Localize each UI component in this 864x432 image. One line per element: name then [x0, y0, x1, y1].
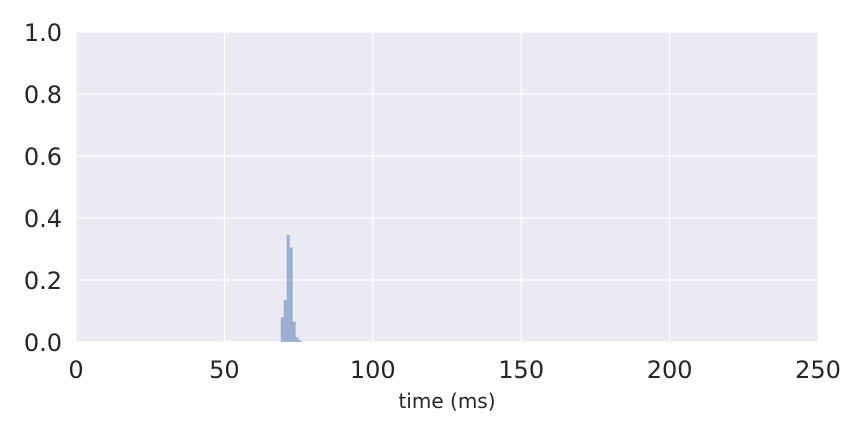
histogram-bar — [280, 317, 284, 342]
x-tick-label: 100 — [350, 356, 396, 384]
plot-area — [76, 32, 818, 342]
x-tick-label: 250 — [795, 356, 841, 384]
y-tick-label: 0.2 — [24, 267, 62, 295]
x-tick-label: 0 — [68, 356, 83, 384]
x-tick-label: 150 — [498, 356, 544, 384]
y-tick-label: 1.0 — [24, 19, 62, 47]
x-axis-label: time (ms) — [398, 389, 495, 413]
histogram-bar — [289, 247, 293, 342]
histogram-bar — [298, 340, 302, 342]
histogram-bar — [286, 235, 290, 342]
y-tick-label: 0.6 — [24, 143, 62, 171]
histogram-bar — [292, 321, 296, 342]
x-axis-ticks: 0 50 100 150 200 250 — [68, 356, 841, 384]
grid-lines — [75, 31, 819, 343]
y-tick-label: 0.4 — [24, 205, 62, 233]
y-axis-ticks: 0.0 0.2 0.4 0.6 0.8 1.0 — [24, 19, 62, 357]
histogram-bars — [280, 235, 302, 342]
y-tick-label: 0.0 — [24, 329, 62, 357]
histogram-bar — [283, 300, 287, 342]
x-tick-label: 50 — [209, 356, 240, 384]
y-tick-label: 0.8 — [24, 81, 62, 109]
x-tick-label: 200 — [647, 356, 693, 384]
histogram-bar — [295, 337, 299, 342]
